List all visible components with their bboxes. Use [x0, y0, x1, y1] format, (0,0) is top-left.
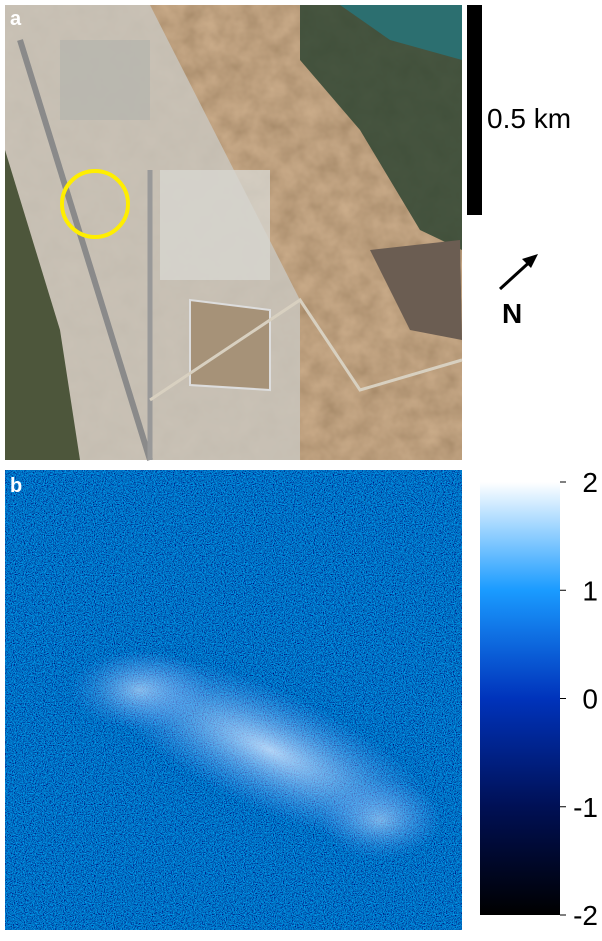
panel-label: b — [10, 475, 22, 497]
colorbar-tick-label: 1 — [582, 575, 598, 606]
change-map — [5, 470, 468, 930]
colorbar-tick-label: -2 — [573, 900, 598, 931]
north-label: N — [502, 298, 522, 329]
panel-label: a — [10, 8, 22, 30]
aerial-image — [5, 5, 462, 460]
colorbar — [480, 482, 560, 915]
colorbar-tick-label: -1 — [573, 792, 598, 823]
colorbar-tick-label: 0 — [582, 684, 598, 715]
scale-bar — [467, 5, 482, 215]
figure: a 0.5 km N b 2 1 0 -1 -2 — [0, 0, 602, 936]
scale-bar-label: 0.5 km — [487, 103, 571, 134]
north-arrow — [500, 254, 538, 289]
colorbar-ticks: 2 1 0 -1 -2 — [560, 467, 598, 931]
colorbar-tick-label: 2 — [582, 467, 598, 498]
